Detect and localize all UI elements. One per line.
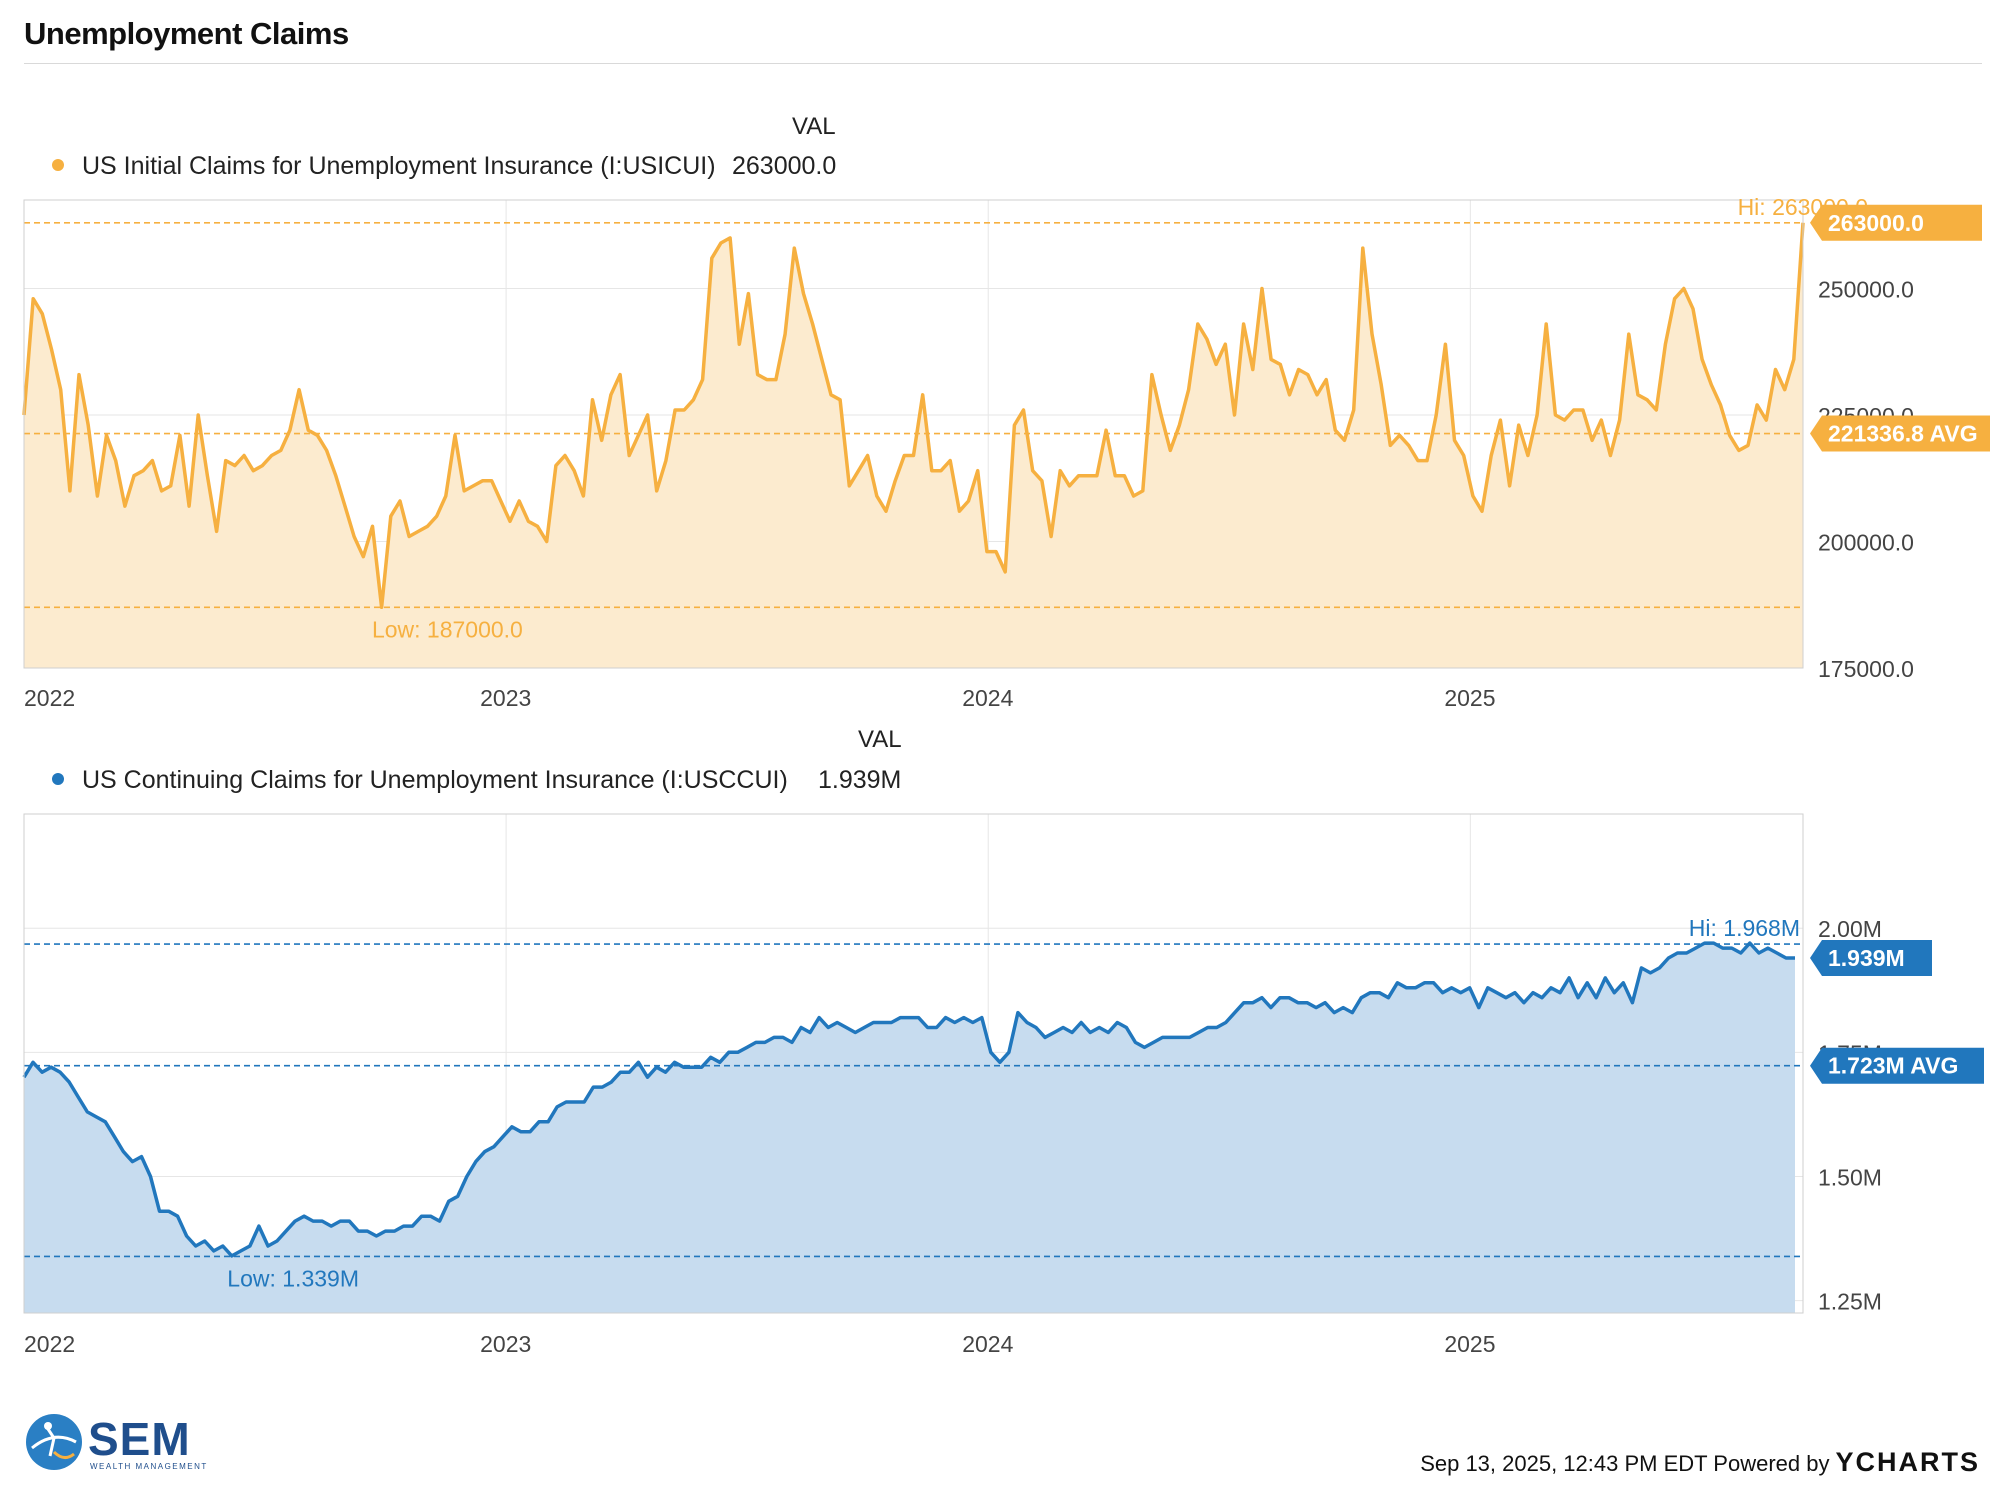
average-value-tag: 221336.8 AVG (1828, 421, 1978, 447)
average-value-tag: 1.723M AVG (1828, 1053, 1958, 1079)
initial-claims-current-tag: 263000.0 (1810, 204, 1982, 241)
y-tick-label: 1.25M (1818, 1289, 1882, 1315)
x-tick-label: 2024 (962, 1331, 1013, 1357)
initial-claims-x-axis: 2022 2023 2024 2025 (24, 685, 1496, 711)
title-divider (24, 63, 1982, 64)
continuing-claims-line[interactable] (22, 941, 1795, 1258)
continuing-claims-hi-label: Hi: 1.968M (1689, 915, 1800, 941)
y-tick-label: 1.50M (1818, 1164, 1882, 1190)
legend-series-name-initial: US Initial Claims for Unemployment Insur… (82, 152, 716, 180)
footer: Sep 13, 2025, 12:43 PM EDT Powered by YCH… (1420, 1447, 1980, 1478)
initial-claims-line[interactable] (22, 222, 1805, 610)
y-tick-label: 200000.0 (1818, 530, 1914, 556)
x-tick-label: 2024 (962, 685, 1013, 711)
legend-continuing[interactable]: US Continuing Claims for Unemployment In… (52, 766, 901, 795)
initial-claims-avg-tag: 221336.8 AVG (1810, 415, 1990, 452)
val-column-header-continuing: VAL (858, 726, 902, 753)
continuing-claims-current-tag: 1.939M (1810, 939, 1932, 976)
legend-value-continuing: 1.939M (818, 766, 902, 794)
x-tick-label: 2025 (1444, 1331, 1495, 1357)
logo-wordmark: SEM (88, 1413, 191, 1465)
logo-subtitle: WEALTH MANAGEMENT (90, 1462, 208, 1471)
y-tick-label: 250000.0 (1818, 277, 1914, 303)
continuing-claims-area (24, 943, 1795, 1313)
current-value-tag: 263000.0 (1828, 210, 1924, 236)
legend-initial[interactable]: US Initial Claims for Unemployment Insur… (52, 152, 836, 181)
y-tick-label: 175000.0 (1818, 656, 1914, 682)
initial-claims-low-label: Low: 187000.0 (372, 616, 523, 642)
footer-timestamp: Sep 13, 2025, 12:43 PM EDT Powered by (1420, 1451, 1830, 1476)
x-tick-label: 2023 (480, 1331, 531, 1357)
legend-dot-initial-icon (52, 159, 64, 172)
y-tick-label: 2.00M (1818, 916, 1882, 942)
x-tick-label: 2022 (24, 1331, 75, 1357)
x-tick-label: 2025 (1444, 685, 1495, 711)
chart-title: Unemployment Claims (24, 16, 349, 51)
legend-dot-continuing-icon (52, 773, 64, 786)
continuing-claims-low-label: Low: 1.339M (227, 1265, 359, 1291)
x-tick-label: 2022 (24, 685, 75, 711)
val-column-header-initial: VAL (792, 113, 836, 140)
continuing-claims-plot-frame (23, 813, 1804, 1314)
ycharts-logo: YCHARTS (1835, 1447, 1980, 1477)
initial-claims-plot-frame (23, 199, 1804, 669)
initial-claims-y-axis: 250000.0 225000.0 200000.0 175000.0 (1818, 277, 1914, 682)
sem-logo: SEM WEALTH MANAGEMENT (24, 1412, 214, 1474)
sem-globe-icon (26, 1414, 82, 1470)
continuing-claims-x-axis: 2022 2023 2024 2025 (24, 1331, 1496, 1357)
continuing-claims-avg-tag: 1.723M AVG (1810, 1047, 1984, 1084)
legend-series-name-continuing: US Continuing Claims for Unemployment In… (82, 766, 788, 794)
current-value-tag: 1.939M (1828, 945, 1905, 971)
x-tick-label: 2023 (480, 685, 531, 711)
legend-value-initial: 263000.0 (732, 152, 837, 180)
